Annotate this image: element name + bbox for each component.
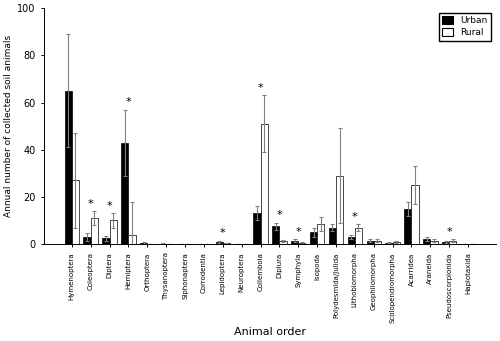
- Text: *: *: [446, 227, 452, 237]
- Text: *: *: [296, 227, 301, 237]
- Bar: [430, 240, 438, 244]
- Bar: [366, 240, 374, 244]
- Bar: [110, 221, 116, 244]
- Bar: [404, 209, 411, 244]
- Bar: [412, 185, 418, 244]
- Text: *: *: [352, 212, 358, 222]
- Bar: [348, 237, 355, 244]
- Bar: [90, 218, 98, 244]
- Bar: [442, 242, 449, 244]
- Bar: [159, 243, 166, 244]
- Bar: [355, 227, 362, 244]
- Bar: [64, 91, 72, 244]
- Bar: [102, 238, 110, 244]
- Bar: [272, 226, 280, 244]
- Bar: [291, 240, 298, 244]
- Bar: [336, 176, 343, 244]
- Bar: [449, 240, 456, 244]
- Text: *: *: [88, 199, 94, 209]
- Bar: [254, 213, 260, 244]
- Bar: [223, 243, 230, 244]
- Bar: [280, 241, 286, 244]
- Bar: [260, 124, 268, 244]
- Bar: [140, 243, 147, 244]
- Text: *: *: [126, 97, 131, 107]
- Bar: [374, 240, 381, 244]
- Text: *: *: [258, 83, 264, 93]
- Bar: [329, 227, 336, 244]
- Text: *: *: [106, 201, 112, 211]
- Bar: [310, 232, 317, 244]
- Bar: [72, 180, 79, 244]
- Bar: [386, 243, 392, 244]
- Bar: [84, 237, 90, 244]
- X-axis label: Animal order: Animal order: [234, 327, 306, 337]
- Text: *: *: [220, 228, 226, 238]
- Bar: [216, 242, 223, 244]
- Bar: [317, 224, 324, 244]
- Bar: [392, 242, 400, 244]
- Bar: [121, 143, 128, 244]
- Bar: [298, 243, 306, 244]
- Bar: [423, 239, 430, 244]
- Y-axis label: Annual number of collected soil animals: Annual number of collected soil animals: [4, 35, 13, 217]
- Bar: [128, 235, 136, 244]
- Legend: Urban, Rural: Urban, Rural: [439, 13, 492, 41]
- Text: *: *: [276, 210, 282, 221]
